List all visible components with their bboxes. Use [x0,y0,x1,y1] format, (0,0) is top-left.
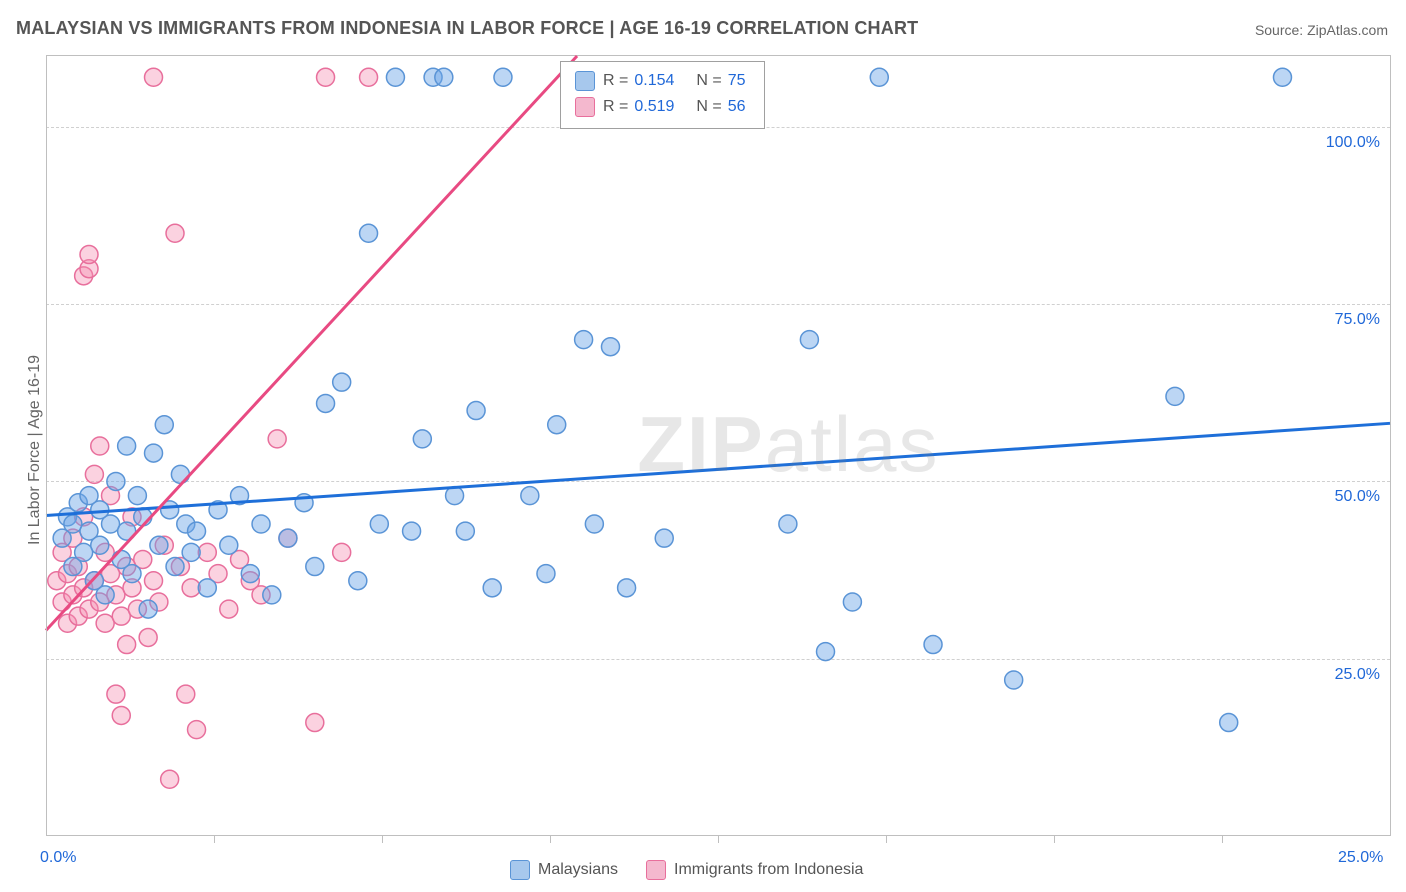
data-point-malaysians [537,565,555,583]
data-point-malaysians [800,331,818,349]
data-point-indonesia [80,246,98,264]
data-point-malaysians [118,437,136,455]
data-point-malaysians [171,465,189,483]
data-point-malaysians [843,593,861,611]
data-point-malaysians [96,586,114,604]
legend-item-indonesia: Immigrants from Indonesia [646,860,863,880]
data-point-indonesia [188,721,206,739]
data-point-malaysians [123,565,141,583]
data-point-malaysians [198,579,216,597]
data-point-indonesia [118,636,136,654]
data-point-malaysians [220,536,238,554]
data-point-malaysians [655,529,673,547]
data-point-malaysians [333,373,351,391]
stats-row-indonesia: R =0.519N =56 [575,94,750,120]
data-point-malaysians [1220,714,1238,732]
trendline-indonesia [46,56,577,630]
data-point-malaysians [145,444,163,462]
data-point-malaysians [241,565,259,583]
data-point-malaysians [252,515,270,533]
plot-area: ZIPatlas R =0.154N =75R =0.519N =56 [46,55,1391,836]
data-point-malaysians [188,522,206,540]
data-point-malaysians [817,643,835,661]
data-point-malaysians [102,515,120,533]
data-point-indonesia [306,714,324,732]
data-point-malaysians [263,586,281,604]
stats-row-malaysians: R =0.154N =75 [575,68,750,94]
data-point-indonesia [268,430,286,448]
chart-title: MALAYSIAN VS IMMIGRANTS FROM INDONESIA I… [16,18,918,39]
data-point-malaysians [618,579,636,597]
data-point-malaysians [1273,68,1291,86]
data-point-malaysians [139,600,157,618]
data-point-malaysians [467,402,485,420]
data-point-malaysians [403,522,421,540]
data-point-indonesia [107,685,125,703]
data-point-malaysians [360,224,378,242]
data-point-malaysians [107,472,125,490]
scatter-svg [46,56,1390,836]
data-point-malaysians [435,68,453,86]
data-point-malaysians [349,572,367,590]
data-point-malaysians [166,558,184,576]
data-point-malaysians [317,394,335,412]
data-point-malaysians [521,487,539,505]
data-point-indonesia [85,465,103,483]
data-point-malaysians [548,416,566,434]
y-tick-label: 50.0% [1300,488,1380,506]
data-point-malaysians [483,579,501,597]
data-point-indonesia [145,572,163,590]
data-point-indonesia [166,224,184,242]
data-point-malaysians [575,331,593,349]
data-point-malaysians [601,338,619,356]
data-point-malaysians [494,68,512,86]
y-tick-label: 25.0% [1300,666,1380,684]
data-point-indonesia [112,607,130,625]
data-point-malaysians [182,543,200,561]
data-point-malaysians [456,522,474,540]
data-point-indonesia [220,600,238,618]
data-point-malaysians [386,68,404,86]
correlation-stats-box: R =0.154N =75R =0.519N =56 [560,61,765,129]
legend-item-malaysians: Malaysians [510,860,618,880]
data-point-malaysians [1166,387,1184,405]
data-point-indonesia [333,543,351,561]
data-point-malaysians [306,558,324,576]
y-axis-label: In Labor Force | Age 16-19 [26,355,44,545]
data-point-indonesia [177,685,195,703]
data-point-malaysians [413,430,431,448]
data-point-malaysians [924,636,942,654]
data-point-malaysians [779,515,797,533]
data-point-indonesia [96,614,114,632]
source-label: Source: ZipAtlas.com [1255,22,1388,38]
trendline-malaysians [46,423,1390,515]
data-point-indonesia [198,543,216,561]
data-point-malaysians [128,487,146,505]
data-point-indonesia [91,437,109,455]
data-point-malaysians [75,543,93,561]
data-point-malaysians [870,68,888,86]
data-point-indonesia [112,706,130,724]
data-point-malaysians [155,416,173,434]
y-tick-label: 75.0% [1300,311,1380,329]
data-point-malaysians [279,529,297,547]
data-point-indonesia [317,68,335,86]
data-point-indonesia [139,628,157,646]
data-point-malaysians [585,515,603,533]
x-tick-label: 0.0% [40,849,76,867]
data-point-indonesia [161,770,179,788]
legend: Malaysians Immigrants from Indonesia [510,860,863,880]
data-point-malaysians [91,536,109,554]
data-point-indonesia [360,68,378,86]
data-point-malaysians [1005,671,1023,689]
data-point-malaysians [150,536,168,554]
y-tick-label: 100.0% [1300,134,1380,152]
data-point-malaysians [370,515,388,533]
x-tick-label: 25.0% [1338,849,1383,867]
data-point-indonesia [182,579,200,597]
data-point-indonesia [145,68,163,86]
data-point-malaysians [64,515,82,533]
